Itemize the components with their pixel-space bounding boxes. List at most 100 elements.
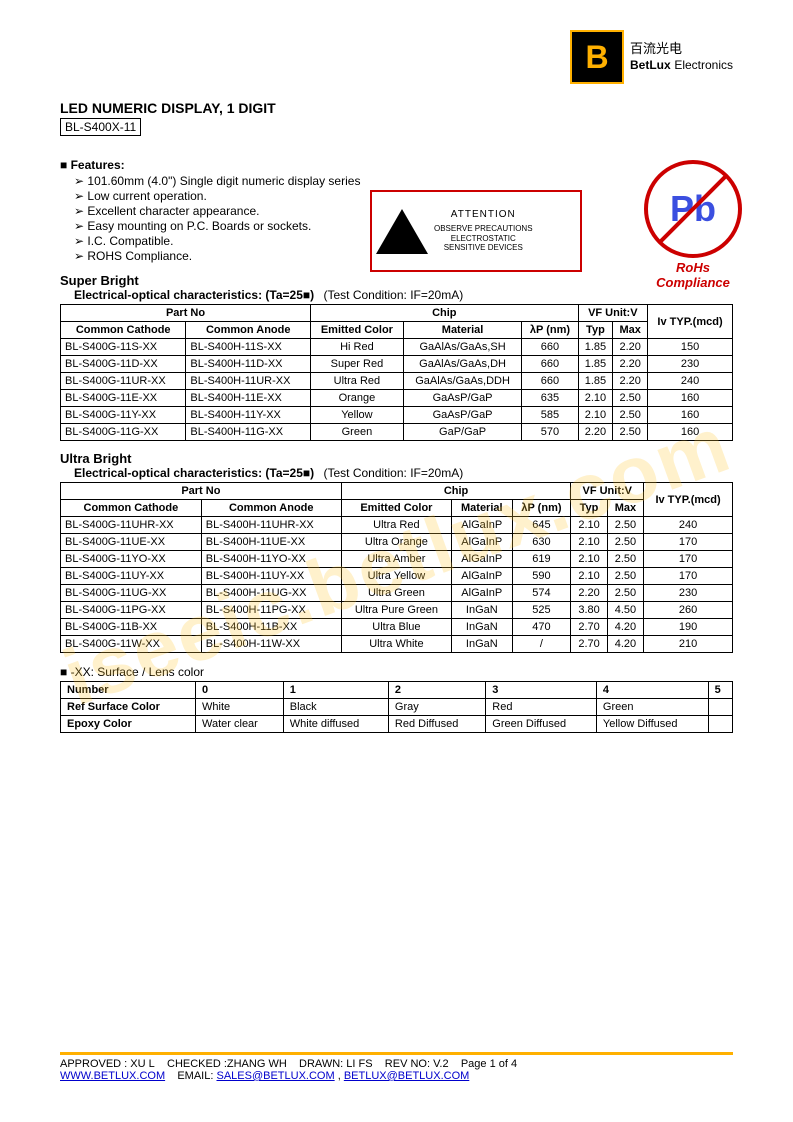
table-cell xyxy=(708,716,732,733)
table-row: BL-S400G-11UG-XXBL-S400H-11UG-XXUltra Gr… xyxy=(61,585,733,602)
table-cell: 150 xyxy=(648,339,733,356)
table-cell: White xyxy=(196,699,284,716)
table-cell: 2.10 xyxy=(571,551,607,568)
table-cell: 230 xyxy=(644,585,733,602)
table-cell: / xyxy=(512,636,571,653)
table-cell: 470 xyxy=(512,619,571,636)
table-cell: Ultra Amber xyxy=(341,551,451,568)
table-cell: BL-S400G-11UR-XX xyxy=(61,373,186,390)
table-row: Ref Surface ColorWhiteBlackGrayRedGreen xyxy=(61,699,733,716)
table-cell: 1.85 xyxy=(578,339,613,356)
table-cell: Ultra Orange xyxy=(341,534,451,551)
approved-by: APPROVED : XU L xyxy=(60,1058,155,1070)
table-cell: 240 xyxy=(648,373,733,390)
email-link-1[interactable]: SALES@BETLUX.COM xyxy=(216,1070,334,1082)
table-row: BL-S400G-11S-XXBL-S400H-11S-XXHi RedGaAl… xyxy=(61,339,733,356)
table-cell: Red Diffused xyxy=(388,716,485,733)
table-cell: InGaN xyxy=(452,636,513,653)
table-cell: BL-S400G-11D-XX xyxy=(61,356,186,373)
table-cell: Ultra Pure Green xyxy=(341,602,451,619)
table-cell: 2.50 xyxy=(607,517,643,534)
table-cell xyxy=(708,699,732,716)
table-cell: BL-S400G-11Y-XX xyxy=(61,407,186,424)
table-row: BL-S400G-11UR-XXBL-S400H-11UR-XXUltra Re… xyxy=(61,373,733,390)
table-cell: 619 xyxy=(512,551,571,568)
table-cell: Ultra Red xyxy=(311,373,404,390)
table-row: BL-S400G-11G-XXBL-S400H-11G-XXGreenGaP/G… xyxy=(61,424,733,441)
table-cell: 0 xyxy=(196,682,284,699)
table-cell: BL-S400G-11S-XX xyxy=(61,339,186,356)
table-cell: 635 xyxy=(522,390,578,407)
table-cell: BL-S400H-11UY-XX xyxy=(201,568,341,585)
table-cell: Ref Surface Color xyxy=(61,699,196,716)
model-number: BL-S400X-11 xyxy=(60,118,141,136)
table-cell: 2.50 xyxy=(613,424,648,441)
table-cell: 2.10 xyxy=(571,517,607,534)
table-cell: Hi Red xyxy=(311,339,404,356)
table-cell: White diffused xyxy=(283,716,388,733)
table-cell: Epoxy Color xyxy=(61,716,196,733)
table-cell: BL-S400G-11G-XX xyxy=(61,424,186,441)
rohs-circle-icon: Pb xyxy=(644,160,742,258)
table-cell: 5 xyxy=(708,682,732,699)
table-cell: 230 xyxy=(648,356,733,373)
table-cell: BL-S400H-11W-XX xyxy=(201,636,341,653)
table-cell: 660 xyxy=(522,339,578,356)
table-row: BL-S400G-11PG-XXBL-S400H-11PG-XXUltra Pu… xyxy=(61,602,733,619)
table-cell: Orange xyxy=(311,390,404,407)
table-cell: 160 xyxy=(648,424,733,441)
table-cell: 160 xyxy=(648,390,733,407)
super-bright-subtitle: Electrical-optical characteristics: (Ta=… xyxy=(74,288,733,302)
table-cell: InGaN xyxy=(452,619,513,636)
ultra-bright-title: Ultra Bright xyxy=(60,451,733,466)
table-cell: 645 xyxy=(512,517,571,534)
table-cell: Yellow xyxy=(311,407,404,424)
table-cell: 525 xyxy=(512,602,571,619)
table-cell: Number xyxy=(61,682,196,699)
table-cell: Water clear xyxy=(196,716,284,733)
table-cell: 3 xyxy=(486,682,597,699)
table-cell: Ultra Red xyxy=(341,517,451,534)
lens-note: -XX: Surface / Lens color xyxy=(60,665,733,679)
table-cell: 2.10 xyxy=(571,568,607,585)
logo-en: BetLux Electronics xyxy=(630,57,733,73)
table-cell: Gray xyxy=(388,699,485,716)
logo-cn: 百流光电 xyxy=(630,41,733,57)
table-row: BL-S400G-11E-XXBL-S400H-11E-XXOrangeGaAs… xyxy=(61,390,733,407)
logo-text: 百流光电 BetLux Electronics xyxy=(630,41,733,72)
table-cell: BL-S400G-11B-XX xyxy=(61,619,202,636)
table-cell: 1 xyxy=(283,682,388,699)
website-link[interactable]: WWW.BETLUX.COM xyxy=(60,1070,165,1082)
table-cell: 2.50 xyxy=(607,568,643,585)
table-cell: 2.70 xyxy=(571,636,607,653)
table-cell: BL-S400H-11G-XX xyxy=(186,424,311,441)
table-cell: 2.50 xyxy=(613,390,648,407)
table-cell: 2.20 xyxy=(613,339,648,356)
checked-by: CHECKED :ZHANG WH xyxy=(167,1058,287,1070)
table-cell: Ultra White xyxy=(341,636,451,653)
table-cell: 170 xyxy=(644,568,733,585)
table-cell: 240 xyxy=(644,517,733,534)
email-link-2[interactable]: BETLUX@BETLUX.COM xyxy=(344,1070,469,1082)
table-cell: BL-S400H-11YO-XX xyxy=(201,551,341,568)
table-cell: 660 xyxy=(522,373,578,390)
table-cell: 2.10 xyxy=(578,390,613,407)
table-cell: BL-S400H-11Y-XX xyxy=(186,407,311,424)
page-title: LED NUMERIC DISPLAY, 1 DIGIT xyxy=(60,100,733,116)
table-cell: 2.50 xyxy=(607,551,643,568)
table-cell: 160 xyxy=(648,407,733,424)
logo-mark: B xyxy=(570,30,624,84)
table-cell: BL-S400H-11D-XX xyxy=(186,356,311,373)
table-cell: 3.80 xyxy=(571,602,607,619)
super-bright-title: Super Bright xyxy=(60,273,733,288)
ultra-bright-table: Part No Chip VF Unit:V Iv TYP.(mcd) Comm… xyxy=(60,482,733,653)
table-cell: 660 xyxy=(522,356,578,373)
table-cell: BL-S400G-11UE-XX xyxy=(61,534,202,551)
table-cell: BL-S400G-11E-XX xyxy=(61,390,186,407)
table-row: BL-S400G-11W-XXBL-S400H-11W-XXUltra Whit… xyxy=(61,636,733,653)
table-cell: 4.50 xyxy=(607,602,643,619)
table-cell: 170 xyxy=(644,551,733,568)
table-cell: 2.20 xyxy=(613,356,648,373)
table-cell: 260 xyxy=(644,602,733,619)
table-cell: BL-S400H-11UHR-XX xyxy=(201,517,341,534)
